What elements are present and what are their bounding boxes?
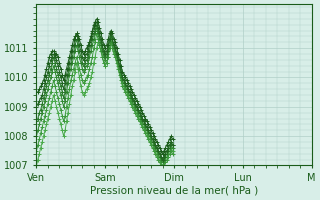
X-axis label: Pression niveau de la mer( hPa ): Pression niveau de la mer( hPa )	[90, 186, 258, 196]
